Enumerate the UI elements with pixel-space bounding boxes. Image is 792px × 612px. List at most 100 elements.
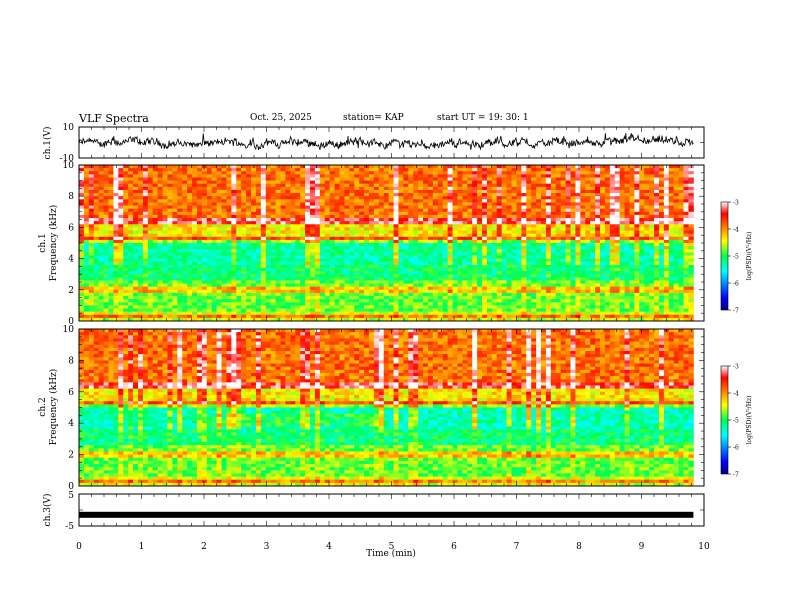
heatmap-cell (378, 283, 385, 288)
heatmap-cell (128, 211, 134, 216)
heatmap-cell (177, 233, 183, 238)
heatmap-cell (373, 214, 380, 219)
heatmap-cell (624, 199, 630, 203)
heatmap-cell (319, 227, 326, 231)
heatmap-cell (98, 267, 104, 272)
heatmap-cell (654, 243, 660, 247)
heatmap-cell (644, 171, 650, 175)
heatmap-cell (673, 208, 680, 213)
heatmap-cell (575, 239, 581, 244)
heatmap-cell (339, 258, 345, 263)
heatmap-cell (305, 280, 311, 284)
heatmap-cell (364, 183, 370, 188)
heatmap-cell (555, 233, 562, 238)
heatmap-cell (536, 183, 542, 188)
heatmap-cell (241, 183, 247, 188)
heatmap-cell (496, 252, 503, 256)
heatmap-cell (614, 205, 621, 210)
heatmap-cell (300, 221, 306, 225)
heatmap-cell (265, 280, 272, 284)
heatmap-cell (457, 208, 463, 213)
heatmap-cell (98, 280, 104, 284)
heatmap-cell (364, 243, 370, 247)
heatmap-cell (511, 193, 517, 197)
heatmap-cell (373, 271, 380, 275)
heatmap-cell (437, 233, 444, 238)
heatmap-cell (201, 283, 208, 288)
heatmap-cell (506, 258, 512, 263)
heatmap-cell (477, 280, 483, 284)
heatmap-cell (368, 243, 375, 247)
heatmap-cell (133, 283, 139, 288)
heatmap-cell (654, 236, 660, 241)
heatmap-cell (560, 189, 566, 194)
heatmap-cell (398, 283, 404, 288)
heatmap-cell (408, 174, 414, 178)
heatmap-cell (221, 183, 227, 188)
heatmap-cell (88, 171, 95, 175)
heatmap-cell (123, 165, 129, 169)
heatmap-cell (118, 218, 124, 222)
heatmap-cell (482, 267, 488, 272)
heatmap-cell (196, 224, 203, 228)
heatmap-cell (644, 252, 650, 256)
heatmap-cell (275, 227, 281, 231)
heatmap-cell (423, 243, 429, 247)
heatmap-cell (295, 233, 301, 238)
heatmap-cell (172, 174, 178, 178)
heatmap-cell (668, 186, 675, 191)
heatmap-cell (196, 168, 203, 172)
heatmap-cell (599, 227, 606, 231)
heatmap-cell (658, 274, 665, 278)
heatmap-cell (344, 252, 350, 256)
heatmap-cell (467, 239, 473, 244)
heatmap-cell (516, 246, 522, 250)
heatmap-cell (305, 193, 311, 197)
heatmap-cell (295, 189, 301, 194)
heatmap-cell (644, 189, 650, 194)
heatmap-cell (413, 193, 419, 197)
heatmap-cell (432, 246, 439, 250)
heatmap-cell (467, 267, 473, 272)
heatmap-cell (147, 199, 154, 203)
heatmap-cell (285, 221, 291, 225)
heatmap-cell (206, 168, 213, 172)
heatmap-cell (629, 202, 635, 206)
heatmap-cell (585, 233, 591, 238)
heatmap-cell (83, 193, 90, 197)
heatmap-cell (354, 183, 360, 188)
heatmap-cell (634, 168, 640, 172)
heatmap-cell (295, 196, 301, 200)
heatmap-cell (482, 189, 488, 194)
heatmap-cell (162, 255, 168, 259)
heatmap-cell (634, 239, 640, 244)
heatmap-cell (260, 252, 267, 256)
heatmap-cell (486, 255, 493, 259)
heatmap-cell (575, 183, 581, 188)
heatmap-cell (221, 171, 227, 175)
heatmap-cell (285, 255, 291, 259)
heatmap-cell (432, 196, 439, 200)
heatmap-cell (349, 211, 355, 216)
heatmap-cell (472, 280, 478, 284)
heatmap-cell (192, 214, 198, 219)
heatmap-cell (83, 286, 90, 291)
heatmap-cell (482, 249, 488, 253)
heatmap-cell (590, 249, 596, 253)
heatmap-cell (673, 267, 680, 272)
heatmap-cell (83, 202, 90, 206)
heatmap-cell (526, 271, 532, 275)
heatmap-cell (393, 218, 399, 222)
heatmap-cell (133, 261, 139, 266)
heatmap-cell (496, 243, 503, 247)
heatmap-cell (501, 199, 508, 203)
heatmap-cell (265, 199, 272, 203)
heatmap-cell (182, 202, 188, 206)
heatmap-cell (226, 283, 232, 288)
heatmap-cell (432, 224, 439, 228)
heatmap-cell (216, 230, 222, 235)
heatmap-cell (516, 174, 522, 178)
heatmap-cell (590, 177, 596, 181)
heatmap-cell (300, 249, 306, 253)
heatmap-cell (570, 249, 576, 253)
